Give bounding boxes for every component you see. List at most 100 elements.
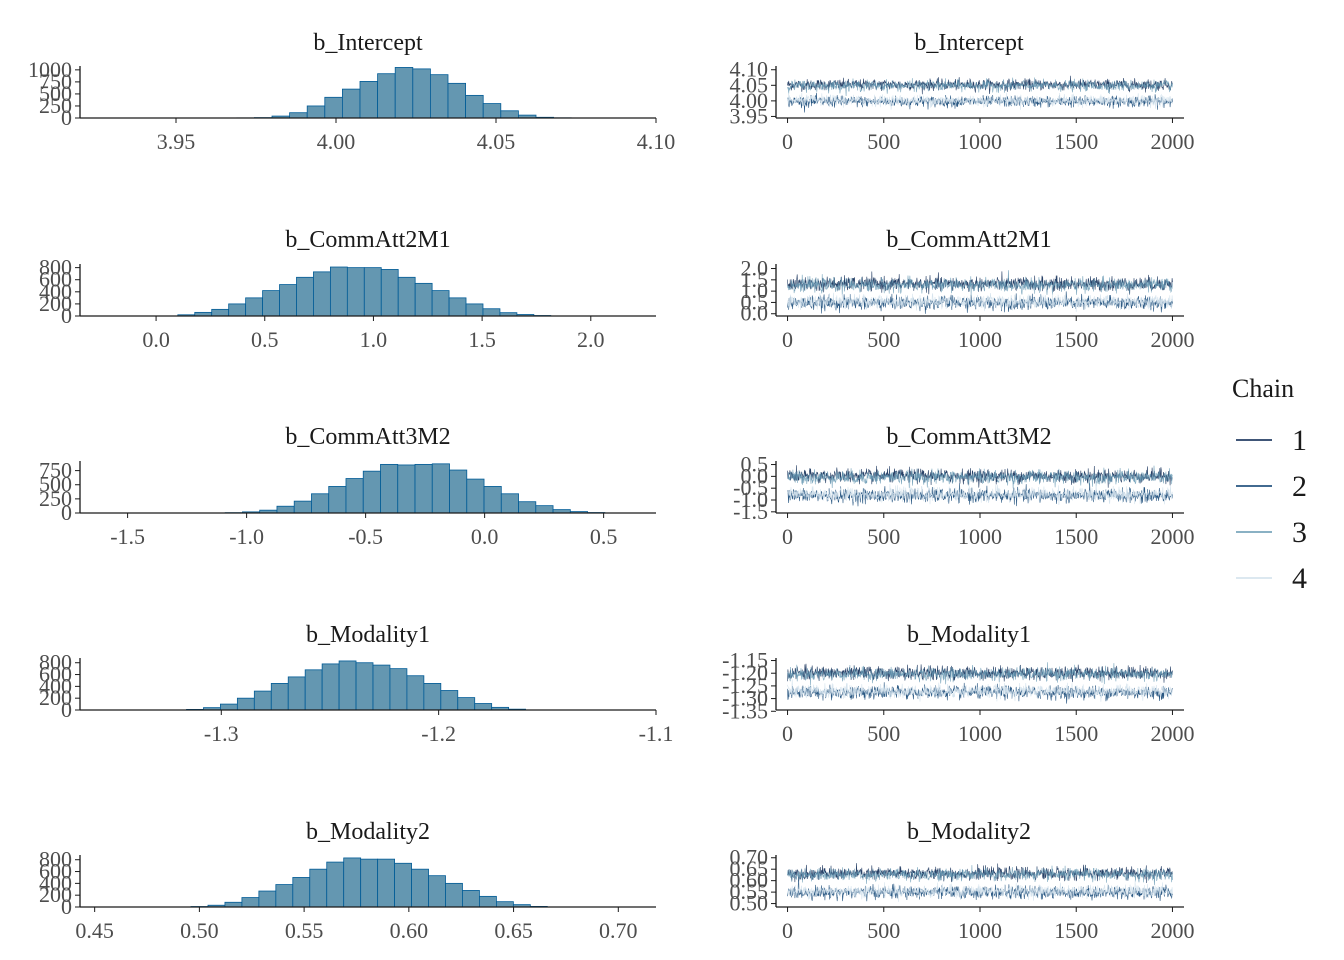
y-tick-label: 250 xyxy=(39,93,72,118)
y-tick-label: 400 xyxy=(39,279,72,304)
histogram-bar xyxy=(474,703,493,711)
histogram-bar xyxy=(411,868,429,908)
y-tick-label: 0.0 xyxy=(741,463,769,488)
histogram-bar xyxy=(495,901,514,908)
histogram-bar xyxy=(465,303,484,317)
histogram-bar xyxy=(306,105,326,119)
panel-title: b_Modality1 xyxy=(306,622,430,648)
histogram-bar xyxy=(394,67,414,119)
histogram-bar xyxy=(363,267,382,317)
y-tick-label: 600 xyxy=(39,662,72,687)
y-tick-label: 4.00 xyxy=(730,88,769,113)
panel-trace-intercept: b_Intercept 0 500 1000 1500 2000 3.954.004.05… xyxy=(730,30,1195,154)
x-tick-label: 0 xyxy=(782,327,793,352)
y-tick-label: 0 xyxy=(61,894,72,919)
panel-trace-commatt3m2: b_CommAtt3M2 0 500 1000 1500 2000 -1.5-1.0-0.… xyxy=(733,424,1194,549)
x-tick-label: 4.05 xyxy=(477,129,516,154)
panel-hist-intercept: b_Intercept 3.95 4.00 4.05 4.10 025050075010… xyxy=(28,30,675,154)
x-tick-label: 0.55 xyxy=(285,918,324,943)
histogram-bar xyxy=(428,875,446,908)
histogram-bar xyxy=(440,690,459,711)
y-tick-label: 0.5 xyxy=(741,289,769,314)
histogram-bar xyxy=(362,470,381,514)
histogram-bar xyxy=(482,308,501,317)
histogram-bar xyxy=(414,463,433,514)
y-tick-label: 1.0 xyxy=(741,278,769,303)
y-tick-label: -1.15 xyxy=(722,648,768,673)
legend-item: 4 xyxy=(1236,562,1307,595)
x-tick-label: 1.5 xyxy=(468,327,496,352)
trace-plot-area: 0 500 1000 1500 2000 -1.15-1.20-1.25-1.30-1.3… xyxy=(722,648,1194,746)
panel-hist-commatt3m2: b_CommAtt3M2 -1.5 -1.0 -0.5 0.0 0.5 025050075… xyxy=(39,424,656,549)
legend-item: 3 xyxy=(1236,516,1307,549)
histogram-bar xyxy=(245,297,263,317)
y-tick-label: -1.35 xyxy=(722,698,768,723)
x-tick-label: 0.0 xyxy=(142,327,170,352)
y-tick-label: 600 xyxy=(39,859,72,884)
trace-plot-area: 0 500 1000 1500 2000 3.954.004.054.10 xyxy=(730,57,1195,154)
histogram-bar xyxy=(270,683,289,711)
panel-title: b_CommAtt2M1 xyxy=(886,227,1051,253)
histogram-bar xyxy=(359,81,379,119)
x-tick-label: 1000 xyxy=(958,327,1002,352)
histogram-bar xyxy=(343,857,362,908)
y-tick-label: 800 xyxy=(39,650,72,675)
panel-title: b_Intercept xyxy=(313,30,423,56)
histogram-bar xyxy=(346,267,365,317)
histogram-bar xyxy=(462,890,480,908)
trace-line-chain-2 xyxy=(787,483,1173,507)
y-tick-label: 250 xyxy=(39,486,72,511)
x-tick-label: 1500 xyxy=(1054,327,1098,352)
y-tick-label: 400 xyxy=(39,870,72,895)
x-tick-label: 0.60 xyxy=(390,918,429,943)
panel-title: b_Modality2 xyxy=(306,819,430,845)
x-tick-label: 0.65 xyxy=(494,918,533,943)
x-tick-label: 0.70 xyxy=(599,918,638,943)
x-tick-label: 2000 xyxy=(1150,524,1194,549)
histogram-bar xyxy=(241,897,260,908)
legend-label: 2 xyxy=(1292,470,1307,503)
x-tick-label: -1.3 xyxy=(204,721,239,746)
histogram-bar xyxy=(321,663,340,711)
panel-hist-modality2: b_Modality2 0.45 0.50 0.55 0.60 0.65 0.70 0200… xyxy=(39,819,656,943)
histogram-bar xyxy=(414,282,433,317)
histogram-bar xyxy=(535,505,554,514)
trace-plot-area: 0 500 1000 1500 2000 0.00.51.01.52.0 xyxy=(741,256,1195,352)
histogram-bar xyxy=(479,895,497,908)
x-tick-label: 2000 xyxy=(1150,129,1194,154)
x-tick-label: 0 xyxy=(782,129,793,154)
histogram-bar xyxy=(341,88,361,119)
x-tick-label: 500 xyxy=(867,918,900,943)
x-tick-label: -1.0 xyxy=(229,524,264,549)
trace-line-chain-3 xyxy=(787,465,1173,489)
x-tick-label: -1.5 xyxy=(110,524,145,549)
histogram-bar xyxy=(345,478,364,514)
histogram-bar xyxy=(500,110,519,119)
legend-label: 1 xyxy=(1292,424,1307,457)
histogram-bar xyxy=(380,463,399,514)
histogram-bar xyxy=(483,486,502,514)
x-tick-label: 2000 xyxy=(1150,327,1194,352)
x-tick-label: 2000 xyxy=(1150,721,1194,746)
x-tick-label: 1000 xyxy=(958,721,1002,746)
y-tick-label: 3.95 xyxy=(730,103,769,128)
histogram-bar xyxy=(457,697,476,711)
histogram-bar xyxy=(377,73,396,119)
histogram-bar xyxy=(518,501,537,514)
x-tick-label: -0.5 xyxy=(348,524,383,549)
legend-label: 4 xyxy=(1292,562,1307,595)
histogram-bar xyxy=(397,276,416,317)
histogram-bar xyxy=(380,269,399,317)
y-tick-label: 0.55 xyxy=(730,879,769,904)
y-tick-label: -1.25 xyxy=(722,673,768,698)
trace-line-chain-3 xyxy=(787,77,1173,97)
histogram-bar xyxy=(262,290,280,317)
x-tick-label: 0.45 xyxy=(75,918,114,943)
y-tick-label: 1000 xyxy=(28,57,72,82)
histogram-bar xyxy=(482,103,502,119)
y-tick-label: 0.50 xyxy=(730,891,769,916)
y-tick-label: 0.70 xyxy=(730,845,769,870)
y-tick-label: 0.60 xyxy=(730,868,769,893)
